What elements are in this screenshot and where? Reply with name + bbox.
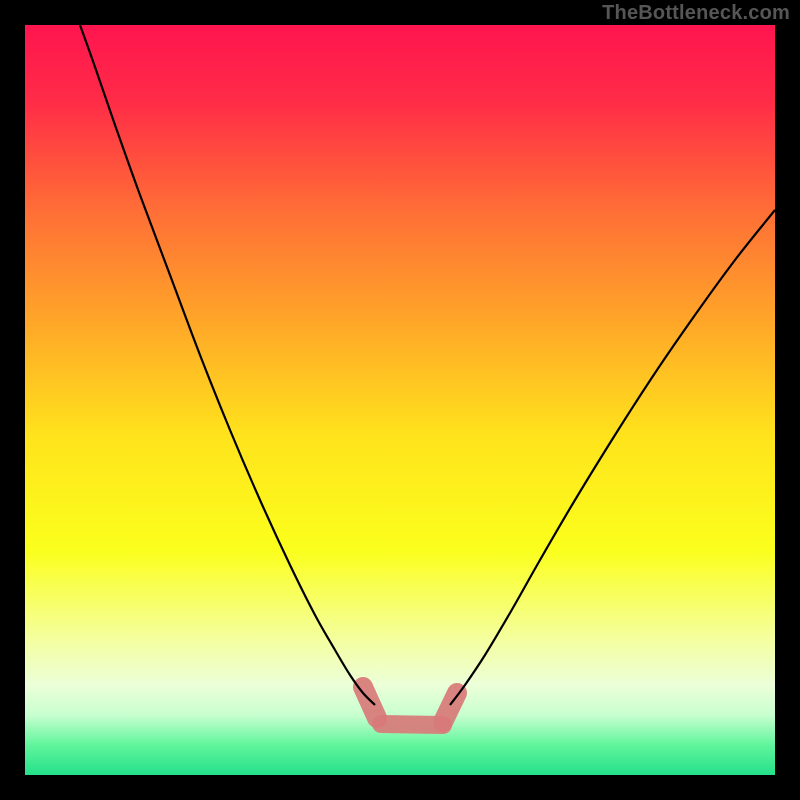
curve-layer (25, 25, 775, 775)
curve-right (450, 210, 775, 705)
watermark-text: TheBottleneck.com (602, 2, 790, 25)
curve-left (80, 25, 375, 705)
plot-area (25, 25, 775, 775)
chart-frame: TheBottleneck.com (0, 0, 800, 800)
valley-markers (350, 674, 471, 736)
